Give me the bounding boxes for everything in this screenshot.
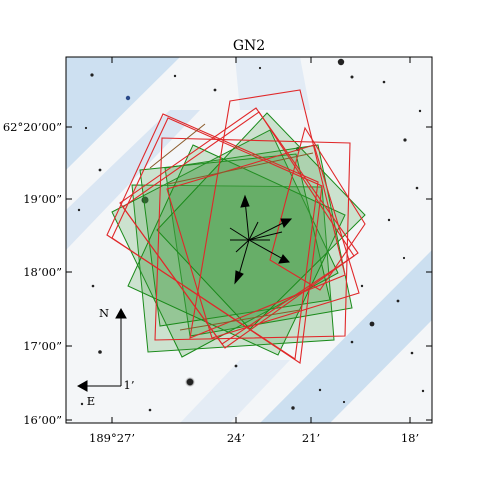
dec-tick-label: 16’00”	[23, 413, 62, 427]
ra-tick-label: 24’	[227, 431, 245, 445]
red-footprint-6	[154, 137, 351, 341]
dec-tick-label: 17’00”	[23, 339, 62, 353]
sky-stripe-lower-right	[260, 250, 432, 423]
compass-north-label: N	[99, 306, 109, 320]
red-footprint-8	[269, 126, 366, 291]
frame-ticks	[66, 57, 432, 423]
red-footprint-3	[166, 144, 360, 339]
dec-tick-label: 19’00”	[23, 192, 62, 206]
figure-title: GN2	[233, 38, 265, 54]
green-footprint-5	[127, 144, 346, 356]
sky-stripe-bottom	[180, 360, 290, 423]
sky-stripe-upper-left	[66, 57, 180, 170]
red-footprint-5	[106, 113, 319, 360]
compass-east-label: E	[87, 394, 95, 408]
compass-scale-label: 1’	[124, 378, 135, 392]
map-frame	[65, 56, 433, 424]
compass-arrows-icon	[76, 307, 127, 392]
ra-tick-label: 189°27’	[89, 431, 135, 445]
brown-edges	[149, 123, 314, 331]
green-footprint-6	[156, 112, 366, 330]
orientation-arrows-icon	[229, 194, 293, 285]
ra-tick-label: 18’	[401, 431, 419, 445]
red-footprint-7	[189, 89, 346, 339]
red-footprint-2	[122, 111, 355, 345]
ra-tick-label: 21’	[302, 431, 320, 445]
dec-tick-label: 62°20’00”	[3, 120, 62, 134]
dec-tick-label: 18’00”	[23, 265, 62, 279]
red-footprints	[106, 89, 366, 364]
sky-stripe-upper-right	[235, 57, 310, 110]
